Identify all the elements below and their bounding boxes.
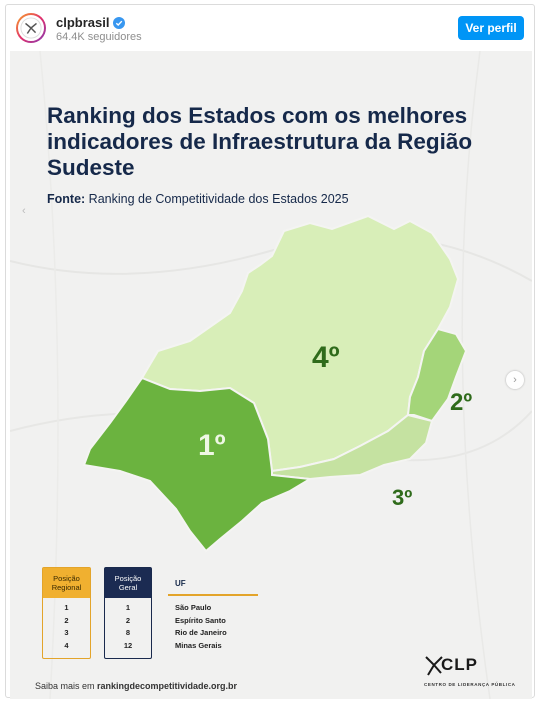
clp-logo-icon xyxy=(18,15,44,41)
source-text: Ranking de Competitividade dos Estados 2… xyxy=(85,192,349,206)
regional-value: 2 xyxy=(64,615,69,625)
clp-logo-text: CLP xyxy=(441,655,478,674)
uf-item: Minas Gerais xyxy=(175,640,222,650)
post-header: clpbrasil 64.4K seguidores Ver perfil xyxy=(6,5,534,51)
regional-header-line-2: Regional xyxy=(51,583,82,592)
state-espirito-santo xyxy=(406,327,468,423)
geral-value: 1 xyxy=(125,603,131,612)
footer-link: rankingdecompetitividade.org.br xyxy=(97,681,238,691)
avatar[interactable] xyxy=(16,13,46,43)
uf-item: São Paulo xyxy=(175,603,212,612)
chevron-left-icon[interactable]: ‹ xyxy=(22,205,26,217)
source-line: Fonte: Ranking de Competitividade dos Es… xyxy=(47,192,349,206)
uf-item: Espírito Santo xyxy=(175,615,226,625)
state-sao-paulo xyxy=(82,376,314,553)
regional-position-column: Posição Regional 1 2 3 4 xyxy=(42,567,91,659)
regional-header: Posição Regional xyxy=(43,568,90,598)
verified-badge-icon xyxy=(113,16,126,29)
next-slide-button[interactable]: › xyxy=(506,371,524,389)
regional-header-line-1: Posição xyxy=(53,574,80,583)
overall-position-column: Posição Geral 1 2 8 12 xyxy=(104,567,152,659)
source-label: Fonte: xyxy=(47,192,86,206)
uf-list: São Paulo Espírito Santo Rio de Janeiro … xyxy=(175,602,227,652)
footer-note: Saiba mais em rankingdecompetitividade.o… xyxy=(35,681,237,691)
clp-logo-icon xyxy=(425,656,443,676)
uf-item: Rio de Janeiro xyxy=(175,628,227,637)
southeast-map xyxy=(82,214,468,553)
follower-count: 64.4K seguidores xyxy=(56,31,142,43)
regional-value: 3 xyxy=(64,628,69,637)
post-title: Ranking dos Estados com os melhores indi… xyxy=(47,103,473,180)
rank-label-espirito-santo: 2º xyxy=(450,389,473,416)
geral-value: 12 xyxy=(123,640,133,650)
regional-value: 4 xyxy=(64,640,69,650)
geral-value: 2 xyxy=(125,615,131,625)
post-image[interactable]: Ranking dos Estados com os melhores indi… xyxy=(10,51,532,699)
rank-label-sao-paulo: 1º xyxy=(198,429,226,462)
instagram-embed: clpbrasil 64.4K seguidores Ver perfil Ra… xyxy=(5,4,535,699)
footer-prefix: Saiba mais em xyxy=(35,681,98,691)
uf-header: UF xyxy=(175,579,186,588)
chevron-right-icon: › xyxy=(513,374,517,386)
geral-header-line-2: Geral xyxy=(118,583,138,592)
uf-divider xyxy=(168,594,258,596)
rank-label-minas-gerais: 4º xyxy=(312,341,340,374)
regional-value: 1 xyxy=(64,603,69,612)
view-profile-button[interactable]: Ver perfil xyxy=(458,16,524,40)
geral-header-line-1: Posição xyxy=(114,574,142,583)
geral-header: Posição Geral xyxy=(105,568,151,598)
username[interactable]: clpbrasil xyxy=(56,15,110,30)
clp-logo-subtitle: CENTRO DE LIDERANÇA PÚBLICA xyxy=(424,682,516,687)
geral-value: 8 xyxy=(125,628,131,637)
rank-label-rio-de-janeiro: 3º xyxy=(392,485,413,510)
